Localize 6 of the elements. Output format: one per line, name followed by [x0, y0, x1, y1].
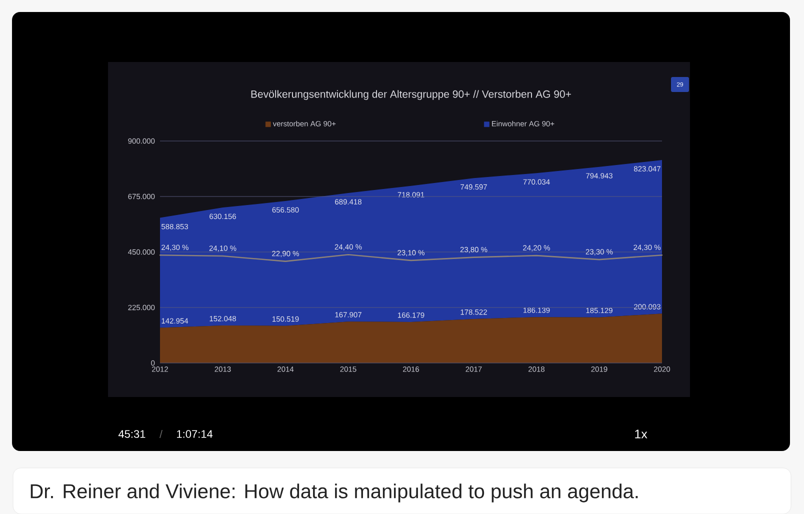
chart-title: Bevölkerungsentwicklung der Altersgruppe 90+ // Verstorben AG 90+	[251, 90, 571, 100]
text: Dr. Reiner and Viviene: How data is manipulated to push an agenda.	[30, 484, 638, 502]
text: 1:07:14	[177, 430, 213, 438]
text: 45:31	[118, 430, 146, 438]
text: 1x	[635, 430, 648, 438]
text: /	[159, 430, 163, 438]
